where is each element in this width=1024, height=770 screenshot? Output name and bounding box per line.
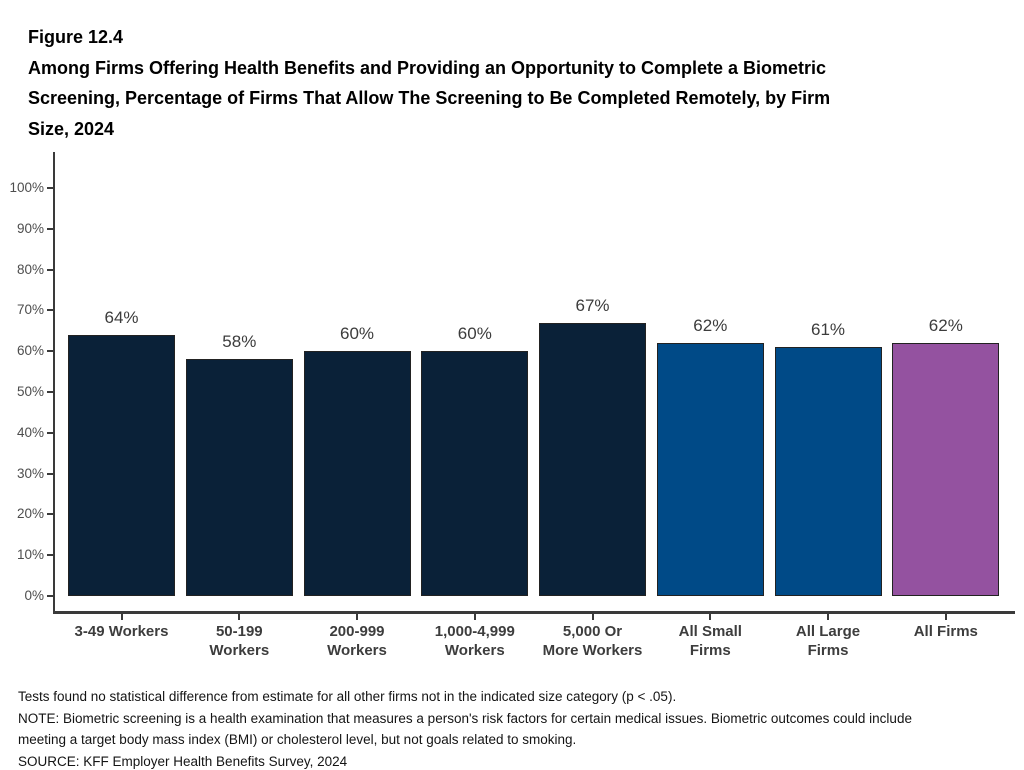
category-label-line: Firms [807, 642, 849, 659]
footnote-line: Tests found no statistical difference fr… [18, 689, 677, 704]
bar-chart-plot-area: 0% 10% 20% 30% 40% 50% 60% 70% 80% 90% 100% 64% 3-49… [9, 152, 1015, 660]
x-axis-tick-mark [944, 614, 947, 620]
bar-7 [774, 347, 882, 596]
y-axis-tick-label: 30% [16, 465, 44, 481]
x-axis-tick-mark [591, 614, 594, 620]
y-axis-line [53, 152, 55, 612]
y-axis-tick-label: 50% [16, 384, 44, 399]
category-label-line: 200-999 [329, 623, 385, 640]
y-axis-tick-label: 70% [16, 302, 44, 318]
y-axis-tick-mark [47, 595, 53, 597]
category-label-line: 5,000 Or [562, 623, 623, 640]
x-axis-category-label: 3-49 Workers [60, 622, 184, 641]
category-label-line: Workers [327, 642, 387, 659]
y-axis-tick-mark [47, 268, 53, 271]
bar-1 [68, 334, 175, 596]
category-label-line: All Small [678, 623, 742, 640]
figure-title-line: Screening, Percentage of Firms That Allo… [28, 88, 831, 108]
y-axis-tick-mark [47, 513, 53, 516]
bar-value-label: 64% [104, 307, 139, 327]
y-axis-tick-mark [47, 431, 53, 434]
x-axis-category-label: 50-199 Workers [177, 622, 301, 660]
x-axis-category-label: All Small Firms [648, 622, 772, 660]
category-label-line: 50-199 [215, 623, 263, 640]
x-axis-tick-mark [827, 614, 829, 620]
footnote-line: NOTE: Biometric screening is a health ex… [18, 710, 912, 726]
x-axis-category-label: All Large Firms [766, 622, 890, 660]
bar-3 [303, 351, 411, 596]
category-label-line: All Firms [913, 623, 978, 640]
x-axis-tick-mark [356, 614, 358, 620]
bar-8 [892, 343, 1000, 596]
footnote-line: meeting a target body mass index (BMI) o… [18, 732, 577, 748]
x-axis-category-label: All Firms [884, 622, 1008, 641]
bar-value-label: 60% [457, 324, 492, 344]
y-axis-tick-mark [47, 187, 53, 189]
y-axis-tick-label: 40% [16, 424, 44, 440]
bar-value-label: 61% [810, 320, 846, 340]
footnotes: Tests found no statistical difference fr… [18, 686, 912, 770]
x-axis-category-label: 200-999 Workers [295, 622, 419, 660]
y-axis-tick-mark [47, 350, 53, 353]
x-axis-tick-mark [120, 614, 123, 620]
category-label-line: 3-49 Workers [74, 623, 169, 640]
y-axis-tick-label: 100% [9, 180, 44, 195]
bar-5 [539, 322, 646, 596]
bar-value-label: 67% [575, 295, 610, 315]
bar-value-label: 62% [693, 316, 728, 335]
category-label-line: 1,000-4,999 [434, 623, 515, 640]
category-label-line: Firms [689, 642, 731, 659]
category-label-line: All Large [795, 623, 861, 640]
footnote-line: SOURCE: KFF Employer Health Benefits Sur… [18, 754, 348, 770]
y-axis-tick-label: 80% [16, 261, 44, 277]
y-axis-tick-label: 0% [24, 588, 44, 603]
y-axis-tick-mark [47, 227, 53, 230]
bar-2 [185, 359, 293, 596]
bar-value-label: 58% [222, 332, 257, 352]
y-axis-tick-mark [47, 391, 53, 393]
figure-header: Figure 12.4 Among Firms Offering Health B… [28, 22, 830, 144]
figure-title-line: Size, 2024 [28, 118, 115, 139]
category-label-line: Workers [209, 642, 270, 659]
y-axis-tick-label: 90% [16, 220, 44, 236]
category-label-line: More Workers [542, 642, 643, 659]
x-axis-tick-mark [473, 614, 476, 620]
x-axis-line [53, 611, 1015, 614]
figure-label: Figure 12.4 [28, 27, 124, 47]
x-axis-tick-mark [238, 614, 241, 620]
x-axis-tick-mark [709, 614, 712, 620]
category-label-line: Workers [444, 642, 505, 659]
x-axis-category-label: 1,000-4,999 Workers [413, 622, 537, 660]
bar-value-label: 60% [339, 324, 375, 344]
bar-value-label: 62% [928, 316, 963, 335]
y-axis-tick-mark [47, 472, 53, 475]
y-axis-tick-label: 60% [16, 343, 44, 359]
y-axis-tick-mark [47, 309, 53, 312]
bar-4 [421, 351, 529, 596]
x-axis-category-label: 5,000 Or More Workers [531, 622, 655, 660]
y-axis-tick-mark [47, 554, 53, 557]
bar-6 [656, 343, 764, 596]
y-axis-tick-label: 10% [16, 547, 44, 563]
y-axis-tick-label: 20% [16, 506, 44, 522]
figure-title-line: Among Firms Offering Health Benefits and… [28, 57, 827, 78]
